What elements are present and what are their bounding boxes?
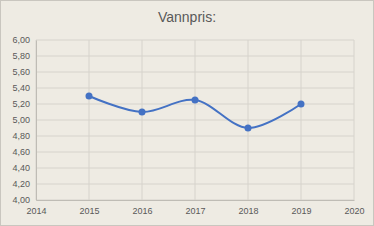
marker <box>86 93 93 100</box>
y-tick-label: 5,60 <box>12 67 30 77</box>
marker <box>139 109 146 116</box>
x-tick-label: 2014 <box>26 206 46 216</box>
grid-line <box>354 40 355 200</box>
x-tick-label: 2019 <box>291 206 311 216</box>
chart-background <box>1 1 374 226</box>
x-tick-label: 2018 <box>238 206 258 216</box>
y-axis: 4,00 4,20 4,40 4,60 4,80 5,00 5,20 5,40 5,60 5,80… <box>12 35 36 205</box>
y-tick: 4,20 <box>12 179 36 189</box>
y-tick: 5,40 <box>12 83 36 93</box>
y-tick-label: 4,80 <box>12 131 30 141</box>
y-tick-label: 5,80 <box>12 51 30 61</box>
y-tick: 5,20 <box>12 99 36 109</box>
x-axis-line <box>37 200 355 201</box>
y-tick-label: 4,40 <box>12 163 30 173</box>
y-tick: 5,60 <box>12 67 36 77</box>
line <box>89 96 301 128</box>
plot: 4,00 4,20 4,40 4,60 4,80 5,00 5,20 5,40 5,60 5,80… <box>12 35 364 216</box>
y-tick-label: 5,00 <box>12 115 30 125</box>
x-tick: 2014 <box>26 200 46 216</box>
y-tick: 4,00 <box>12 195 36 205</box>
y-tick-label: 5,20 <box>12 99 30 109</box>
x-tick-label: 2015 <box>79 206 99 216</box>
grid-line <box>301 40 302 200</box>
x-tick: 2016 <box>132 200 152 216</box>
x-tick: 2020 <box>344 200 364 216</box>
y-tick: 6,00 <box>12 35 36 45</box>
title: Vannpris: <box>158 9 216 25</box>
y-tick: 5,80 <box>12 51 36 61</box>
x-tick-label: 2020 <box>344 206 364 216</box>
marker <box>298 101 305 108</box>
y-tick: 4,60 <box>12 147 36 157</box>
y-tick-label: 4,20 <box>12 179 30 189</box>
x-tick-label: 2017 <box>185 206 205 216</box>
y-tick-label: 4,60 <box>12 147 30 157</box>
x-tick-label: 2016 <box>132 206 152 216</box>
y-tick-label: 6,00 <box>12 35 30 45</box>
x-tick: 2018 <box>238 200 258 216</box>
grid-line <box>142 40 143 200</box>
series <box>86 93 305 132</box>
grid-line <box>89 40 90 200</box>
grid <box>36 40 354 200</box>
marker <box>192 97 199 104</box>
y-tick-label: 4,00 <box>12 195 30 205</box>
grid-line <box>248 40 249 200</box>
marker <box>245 125 252 132</box>
x-tick: 2017 <box>185 200 205 216</box>
chart: Vannpris: 4,00 4,20 4,40 4,60 4,80 5,00 5,20 5,4… <box>0 0 374 226</box>
y-tick: 4,40 <box>12 163 36 173</box>
y-axis-line <box>36 41 37 201</box>
x-tick: 2019 <box>291 200 311 216</box>
grid-line <box>36 40 37 200</box>
x-tick: 2015 <box>79 200 99 216</box>
y-tick-label: 5,40 <box>12 83 30 93</box>
x-axis: 2014 2015 2016 2017 2018 2019 2020 <box>26 200 364 216</box>
y-tick: 5,00 <box>12 115 36 125</box>
grid-line <box>195 40 196 200</box>
y-tick: 4,80 <box>12 131 36 141</box>
